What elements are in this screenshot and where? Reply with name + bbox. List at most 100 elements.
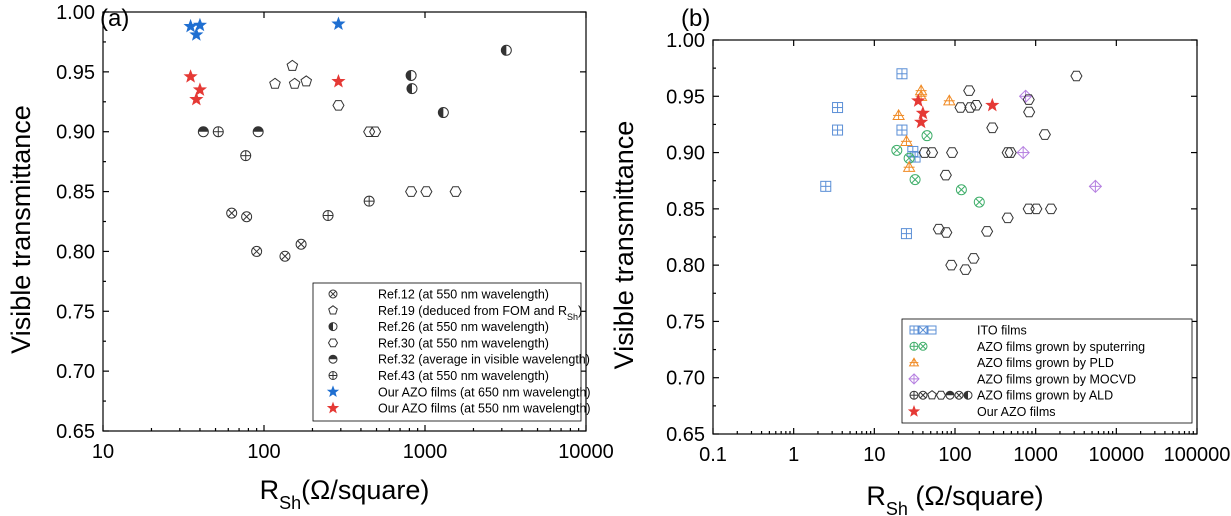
y-tick-label: 0.80: [666, 255, 705, 277]
data-point: [981, 226, 994, 237]
data-point: [183, 18, 198, 33]
data-point: [832, 124, 844, 136]
data-point: [212, 126, 224, 138]
data-point: [241, 211, 253, 223]
legend-marker: [326, 385, 340, 398]
data-point: [500, 44, 512, 56]
x-tick-label: 1000: [403, 441, 448, 463]
data-point: [914, 114, 929, 129]
x-tick-label: 10: [863, 444, 885, 466]
x-tick-label: 100000: [1164, 444, 1231, 466]
data-point: [252, 126, 264, 138]
legend: Ref.12 (at 550 nm wavelength) Ref.19 (ded…: [312, 282, 591, 422]
data-point: [331, 73, 346, 88]
data-point: [896, 124, 908, 136]
legend-entry-label: Our AZO films: [977, 405, 1055, 419]
data-point: [915, 105, 930, 120]
data-point: [369, 126, 382, 137]
legend-marker: [918, 341, 928, 351]
y-tick-label: 0.95: [56, 62, 95, 84]
x-axis-title: RSh(Ω/square): [260, 475, 430, 513]
legend-marker: [327, 338, 339, 348]
data-point: [954, 102, 967, 113]
data-point: [331, 16, 346, 31]
legend-marker: [328, 371, 338, 380]
y-tick-label: 0.75: [56, 301, 95, 323]
data-point: [973, 196, 985, 208]
data-point: [189, 91, 204, 106]
y-tick-label: 0.65: [56, 421, 95, 443]
data-point: [1004, 147, 1017, 158]
data-point: [891, 144, 903, 156]
legend-marker: [328, 322, 338, 332]
data-point: [921, 130, 933, 142]
data-point: [406, 83, 418, 95]
data-point: [1022, 94, 1035, 105]
y-tick-label: 0.90: [666, 143, 705, 165]
x-tick-label: 0.1: [699, 444, 727, 466]
data-point: [959, 264, 972, 275]
data-point: [945, 259, 958, 271]
data-point: [926, 147, 939, 158]
data-point: [909, 174, 921, 186]
data-point: [1030, 203, 1043, 215]
legend-marker: [326, 401, 340, 414]
legend-entry-label: Ref.12 (at 550 nm wavelength): [378, 288, 549, 302]
panel-b: (b) 0.65 0.70 0.75 0.80 0.85 0.90 0.95 1.00 0.1 1 1…: [609, 5, 1230, 516]
legend-marker: [909, 341, 919, 351]
y-tick-label: 1.00: [56, 2, 95, 24]
y-tick-label: 0.70: [666, 368, 705, 390]
legend-marker: [328, 354, 338, 364]
data-point: [892, 108, 905, 121]
y-tick-label: 0.70: [56, 361, 95, 383]
data-point: [286, 59, 299, 71]
y-tick-label: 0.90: [56, 122, 95, 144]
x-tick-label: 10000: [1089, 444, 1145, 466]
data-point: [1070, 70, 1083, 82]
data-point: [918, 147, 931, 158]
data-point: [420, 186, 433, 197]
data-point: [192, 17, 208, 32]
panel-a: (a) 0.65 0.70 0.75 0.80 0.85 0.90 0.95 1.00 10 100…: [6, 2, 614, 513]
y-tick-label: 1.00: [666, 30, 705, 52]
data-point: [197, 126, 209, 138]
legend-marker: [328, 289, 338, 299]
data-point: [332, 100, 345, 111]
y-tick-label: 0.75: [666, 311, 705, 333]
data-point: [405, 186, 418, 197]
data-point: [963, 85, 976, 96]
data-point: [288, 77, 301, 89]
legend-box: [312, 282, 582, 422]
legend-entry-label: Ref.19 (deduced from FOM and RSh): [378, 304, 582, 322]
legend-marker: [907, 405, 921, 417]
data-point: [226, 207, 238, 219]
legend-marker: [954, 390, 964, 400]
data-point: [183, 69, 198, 83]
data-point: [1044, 203, 1058, 215]
legend-entry-label: Ref.30 (at 550 nm wavelength): [378, 336, 549, 350]
data-point: [1023, 106, 1036, 118]
legend-marker: [918, 390, 928, 400]
data-point: [942, 94, 956, 106]
data-point: [251, 245, 263, 257]
data-point: [405, 69, 417, 81]
data-point: [970, 100, 983, 111]
data-point: [902, 160, 916, 172]
legend-marker: [963, 390, 973, 400]
data-point: [1022, 203, 1035, 215]
x-tick-label: 1: [788, 444, 799, 466]
y-axis-title: Visible transmittance: [6, 105, 36, 354]
legend: ITO films AZO films grown by sputerring AZ…: [901, 318, 1193, 424]
data-point: [1038, 129, 1051, 140]
legend-entry-label: Our AZO films (at 650 nm wavelength): [378, 385, 591, 399]
data-point: [900, 134, 913, 146]
data-point: [437, 107, 449, 119]
data-point: [896, 68, 908, 80]
y-axis-title: Visible transmittance: [609, 121, 639, 370]
x-tick-label: 100: [938, 444, 971, 466]
data-point: [300, 75, 313, 87]
y-tick-label: 0.85: [666, 199, 705, 221]
data-point: [449, 186, 462, 197]
legend-marker: [328, 305, 338, 315]
